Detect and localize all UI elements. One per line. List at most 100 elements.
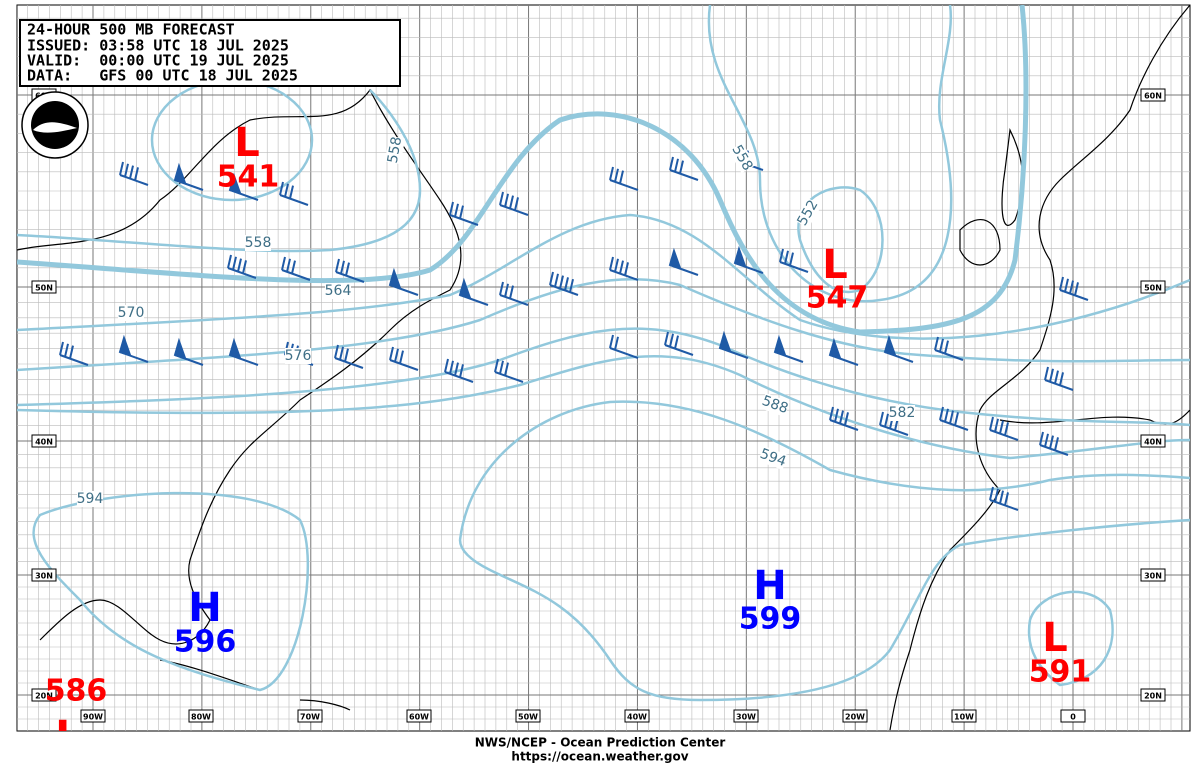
barb-feather [1074,282,1079,296]
lat-label-box [1140,434,1166,448]
barb-feather [340,260,345,275]
barb-feather [494,358,499,373]
lat-label: 30N [35,572,53,581]
lon-label: 20W [845,713,865,722]
barb-flag [388,267,402,290]
contour-label: 594 [77,491,104,507]
lon-label: 60W [409,713,429,722]
contour-label-bg [728,142,756,174]
contour-label-bg [758,446,788,470]
barb-flag [173,162,187,185]
barb-flag [118,334,132,357]
lon-label: 40W [627,713,647,722]
barb-feather [624,262,629,276]
footer-url: https://ocean.weather.gov [511,750,688,764]
lat-label-box [31,280,57,294]
center-symbol: L [234,120,260,166]
barb-feather [394,348,399,363]
lon-label-box [842,709,868,723]
lat-label-box [31,434,57,448]
barb-feather [64,343,69,358]
barb-feather [609,256,614,271]
barb-feather [499,191,504,206]
center-symbol: H [753,563,786,609]
header-line: VALID: 00:00 UTC 19 JUL 2025 [27,52,289,70]
center-value: 599 [739,602,802,637]
barb-feather [679,160,684,174]
lat-label: 30N [1144,572,1162,581]
barb-feather [934,336,939,351]
barb-feather [994,418,999,433]
contour-label-bg [384,135,406,165]
barb-feather [345,262,350,276]
barb-feather [999,420,1004,434]
coastlines [17,5,1190,731]
header-line: 24-HOUR 500 MB FORECAST [27,21,235,39]
lat-label-box [31,688,57,702]
barb-feather [449,360,454,375]
barb-feather [614,258,619,273]
header-line: DATA: GFS 00 UTC 18 JUL 2025 [27,67,298,85]
barb-feather [69,345,74,359]
barb-feather [339,346,344,361]
lat-label-box [31,568,57,582]
barb-feather [779,248,784,263]
lat-label: 40N [1144,438,1162,447]
barb-feather [789,252,794,266]
barb-feather [1049,435,1054,449]
contour-label-bg [794,197,822,229]
lat-label: 50N [35,284,53,293]
barb-feather [232,256,237,271]
lon-label: 70W [300,713,320,722]
barb-feather [134,167,139,181]
barb-feather [844,412,849,426]
barb-feather [1044,433,1049,448]
center-symbol: L [55,713,81,759]
barb-feather [549,271,554,286]
barb-feather [944,340,949,354]
barb-feather [444,358,449,373]
barb-feather [569,278,574,293]
lon-label: 0 [1070,713,1076,722]
barb-feather [227,254,232,269]
barb-feather [1059,372,1064,386]
barb-feather [124,163,129,178]
barb-feather [344,348,349,362]
lat-label: 60N [1144,92,1162,101]
lat-label: 20N [35,692,53,701]
barb-feather [954,412,959,426]
contour-label-bg [77,491,103,507]
barb-feather [879,411,884,426]
barb-feather [509,285,514,299]
lat-label: 40N [35,438,53,447]
barb-feather [1049,368,1054,383]
barb-feather [609,334,614,349]
barb-feather [999,490,1004,504]
lon-label-box [733,709,759,723]
contour-label: 564 [325,283,352,299]
contour-label-bg [325,283,351,299]
lat-label-box [1140,568,1166,582]
barb-flag [228,172,242,195]
barb-feather [454,362,459,376]
lon-label-box [624,709,650,723]
barb-feather [884,413,889,428]
barb-feather [499,281,504,296]
barb-feather [669,333,674,348]
lon-label: 90W [83,713,103,722]
barb-feather [504,283,509,298]
barb-feather [237,258,242,272]
barb-flag [718,330,732,353]
center-value: 541 [217,160,280,195]
lat-label-box [1140,88,1166,102]
barb-feather [286,258,291,273]
barb-feather [559,275,564,289]
barb-feather [834,408,839,423]
header-line: ISSUED: 03:58 UTC 18 JUL 2025 [27,37,289,55]
barb-feather [242,260,247,274]
lon-label-box [1060,709,1086,723]
contour-label-bg [245,235,271,251]
contour-label: 582 [889,405,916,421]
contour-label-bg [889,405,915,421]
barb-feather [939,406,944,421]
